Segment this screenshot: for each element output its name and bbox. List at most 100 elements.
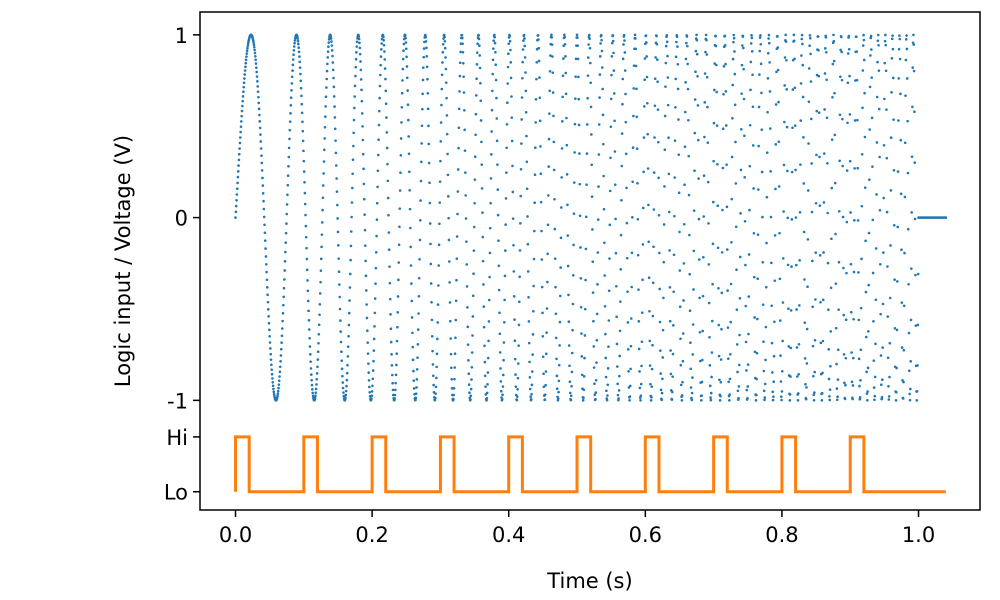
voltage-point	[746, 363, 750, 366]
voltage-point	[668, 249, 671, 252]
voltage-point	[244, 65, 247, 69]
voltage-point	[717, 354, 721, 358]
voltage-point	[481, 211, 484, 214]
voltage-point	[719, 358, 723, 361]
voltage-point	[788, 399, 792, 402]
voltage-point	[848, 113, 852, 116]
voltage-point	[814, 251, 818, 254]
voltage-point	[510, 116, 514, 119]
voltage-point	[361, 125, 364, 128]
voltage-point	[425, 55, 429, 58]
voltage-point	[396, 295, 400, 298]
voltage-point	[881, 378, 884, 381]
voltage-point	[395, 339, 399, 343]
voltage-point	[480, 187, 484, 190]
voltage-point	[866, 399, 869, 402]
voltage-point	[767, 41, 771, 45]
voltage-point	[874, 247, 878, 250]
voltage-point	[358, 46, 362, 50]
voltage-point	[734, 182, 738, 185]
voltage-point	[505, 171, 508, 174]
voltage-point	[570, 370, 574, 374]
voltage-point	[260, 161, 264, 165]
voltage-point	[602, 207, 606, 211]
voltage-point	[546, 223, 550, 227]
voltage-point	[890, 91, 893, 94]
voltage-point	[333, 127, 337, 131]
voltage-point	[260, 169, 264, 172]
voltage-point	[468, 391, 471, 395]
voltage-point	[405, 76, 409, 80]
voltage-point	[348, 299, 351, 302]
voltage-point	[557, 390, 560, 394]
voltage-point	[587, 43, 590, 46]
voltage-point	[497, 264, 501, 268]
voltage-point	[338, 307, 342, 311]
voltage-point	[625, 256, 629, 260]
voltage-point	[731, 116, 734, 120]
voltage-point	[677, 191, 681, 195]
voltage-point	[455, 235, 459, 238]
voltage-point	[868, 178, 871, 181]
voltage-point	[857, 271, 860, 274]
voltage-point	[744, 340, 748, 344]
voltage-point	[339, 330, 343, 333]
voltage-point	[673, 139, 677, 142]
voltage-point	[456, 212, 459, 216]
voltage-point	[502, 321, 506, 324]
voltage-point	[677, 153, 681, 156]
voltage-point	[235, 193, 239, 196]
voltage-point	[786, 169, 789, 173]
voltage-point	[695, 38, 699, 42]
voltage-point	[481, 235, 485, 239]
voltage-point	[352, 131, 355, 135]
voltage-point	[410, 299, 414, 303]
voltage-point	[752, 187, 755, 190]
voltage-point	[400, 91, 404, 95]
voltage-point	[617, 389, 621, 392]
voltage-point	[773, 234, 777, 237]
voltage-point	[692, 249, 696, 253]
voltage-point	[271, 381, 275, 384]
voltage-point	[840, 35, 843, 39]
voltage-point	[327, 45, 330, 49]
voltage-point	[789, 346, 793, 350]
voltage-point	[299, 72, 302, 76]
voltage-point	[487, 320, 491, 323]
voltage-point	[272, 387, 275, 391]
voltage-point	[293, 39, 297, 42]
voltage-point	[491, 58, 495, 62]
voltage-point	[740, 92, 743, 95]
voltage-point	[363, 228, 367, 232]
voltage-point	[783, 56, 787, 59]
voltage-point	[874, 342, 877, 346]
voltage-point	[730, 241, 733, 244]
voltage-point	[390, 373, 394, 377]
voltage-point	[766, 51, 770, 55]
voltage-point	[722, 92, 725, 96]
voltage-point	[596, 218, 600, 221]
voltage-point	[883, 39, 887, 43]
voltage-point	[279, 347, 283, 351]
voltage-point	[441, 61, 444, 64]
voltage-point	[501, 373, 505, 377]
voltage-point	[245, 52, 249, 55]
voltage-point	[553, 257, 557, 260]
voltage-point	[446, 152, 449, 156]
voltage-point	[887, 398, 891, 401]
voltage-point	[742, 97, 746, 101]
voltage-point	[379, 55, 383, 58]
voltage-point	[535, 77, 538, 81]
voltage-point	[817, 48, 820, 52]
voltage-point	[340, 359, 344, 362]
voltage-point	[814, 201, 818, 205]
voltage-point	[283, 260, 287, 263]
voltage-point	[795, 346, 799, 349]
voltage-point	[395, 363, 398, 367]
voltage-point	[432, 383, 435, 387]
voltage-point	[863, 91, 866, 95]
voltage-point	[407, 135, 410, 138]
voltage-point	[407, 118, 410, 122]
voltage-point	[822, 201, 826, 204]
voltage-point	[765, 195, 769, 199]
